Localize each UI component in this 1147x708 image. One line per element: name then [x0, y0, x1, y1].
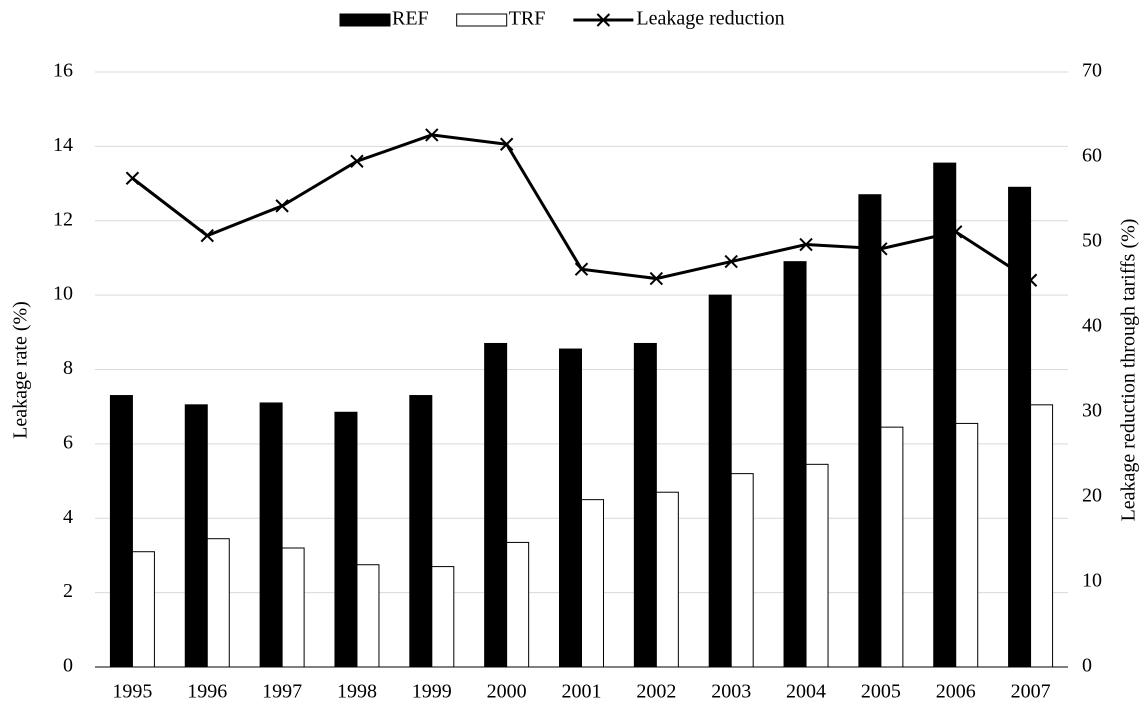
x-tick-label: 1995 — [112, 681, 152, 703]
line-marker — [799, 237, 813, 252]
y2-tick-label: 70 — [1082, 60, 1102, 82]
bar — [131, 551, 155, 668]
x-tick-label: 1998 — [337, 681, 377, 703]
bar — [356, 564, 380, 668]
x-tick-label: 1999 — [412, 681, 452, 703]
marker-x — [596, 13, 611, 27]
bar — [783, 261, 807, 668]
legend-label: Leakage reduction — [636, 8, 784, 30]
y-tick-label: 0 — [63, 655, 73, 677]
bar — [431, 566, 455, 668]
legend-swatch — [339, 13, 391, 27]
bar — [581, 499, 604, 668]
bar — [880, 426, 904, 668]
y-axis-title: Leakage rate (%) — [10, 301, 32, 439]
y-tick-label: 4 — [63, 506, 73, 528]
legend-marker — [596, 13, 611, 27]
x-tick-label: 2006 — [936, 681, 976, 703]
y-tick-label: 16 — [53, 60, 73, 82]
marker-x — [724, 254, 738, 269]
line — [131, 133, 1032, 282]
bar — [409, 395, 433, 668]
bar — [805, 463, 829, 668]
marker-x — [799, 237, 813, 252]
y-tick-label: 14 — [53, 134, 73, 156]
bar — [559, 348, 582, 668]
y2-tick-label: 20 — [1082, 485, 1102, 507]
y2-tick-label: 0 — [1082, 655, 1092, 677]
bar — [109, 395, 133, 668]
line-marker — [874, 242, 888, 256]
y2-tick-label: 10 — [1082, 570, 1102, 592]
line-marker — [949, 225, 963, 239]
line-marker — [574, 262, 589, 276]
bar — [1030, 404, 1054, 668]
line-marker — [275, 199, 289, 213]
x-tick-label: 2004 — [786, 681, 826, 703]
bar — [281, 547, 305, 668]
bar — [655, 491, 679, 668]
x-tick-label: 2005 — [861, 681, 901, 703]
y-tick-label: 6 — [63, 431, 73, 453]
bar — [484, 342, 508, 668]
line-marker — [649, 271, 664, 286]
x-tick-label: 2000 — [487, 681, 527, 703]
y2-tick-label: 40 — [1082, 315, 1102, 337]
marker-x — [574, 262, 589, 276]
y-tick-label: 10 — [53, 283, 73, 305]
bar — [858, 194, 882, 668]
line-marker — [425, 128, 439, 142]
bar — [506, 541, 530, 668]
x-tick-label: 2002 — [636, 681, 676, 703]
bar — [933, 162, 957, 668]
bar — [708, 294, 732, 668]
bar — [730, 473, 754, 668]
marker-x — [874, 242, 888, 256]
bar — [184, 404, 208, 668]
line-marker — [125, 171, 140, 185]
legend-label: TRF — [509, 8, 546, 30]
x-tick-label: 1997 — [262, 681, 302, 703]
marker-x — [499, 137, 514, 151]
marker-x — [649, 271, 664, 286]
marker-x — [275, 199, 289, 213]
marker-x — [425, 128, 439, 142]
bar — [259, 402, 283, 668]
line-marker — [1023, 273, 1038, 287]
legend-label: REF — [392, 8, 429, 30]
bar — [334, 411, 358, 668]
x-tick-label: 2001 — [562, 681, 602, 703]
line-marker — [724, 254, 738, 269]
y2-tick-label: 60 — [1082, 145, 1102, 167]
marker-x — [949, 225, 963, 239]
bar — [206, 538, 230, 668]
bar — [1008, 186, 1032, 668]
marker-x — [200, 228, 214, 243]
marker-x — [125, 171, 140, 185]
y2-tick-label: 50 — [1082, 230, 1102, 252]
y2-tick-label: 30 — [1082, 400, 1102, 422]
line-marker — [350, 154, 364, 168]
x-tick-label: 2007 — [1011, 681, 1051, 703]
y-tick-label: 12 — [53, 208, 73, 230]
marker-x — [350, 154, 364, 168]
marker-x — [1023, 273, 1038, 287]
bar — [955, 422, 979, 668]
bar — [633, 342, 657, 668]
line-marker — [499, 137, 514, 151]
y-tick-label: 8 — [63, 357, 73, 379]
x-tick-label: 1996 — [187, 681, 227, 703]
x-tick-label: 2003 — [711, 681, 751, 703]
legend-swatch — [456, 13, 508, 27]
y2-axis-title: Leakage reduction through tariffs (%) — [1118, 219, 1140, 522]
y-tick-label: 2 — [63, 580, 73, 602]
line-marker — [200, 228, 214, 243]
